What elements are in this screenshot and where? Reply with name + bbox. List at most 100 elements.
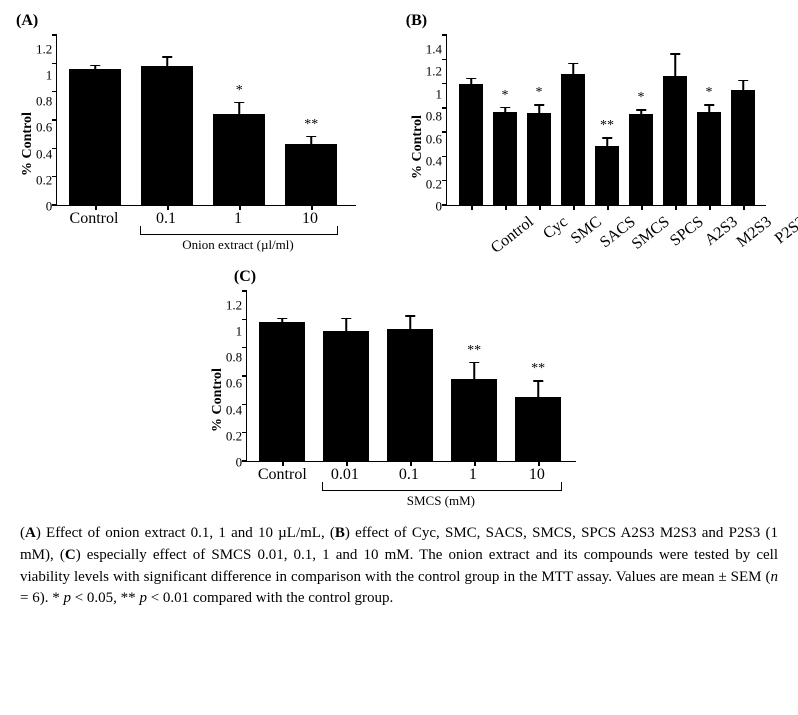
ytick-label: 1.2	[226, 299, 242, 312]
bar	[731, 90, 755, 205]
panel-a-inner: 1.210.80.60.40.20 *** Control0.1110Onion…	[36, 36, 356, 253]
ytick-label: 1	[236, 325, 243, 338]
error-bar	[345, 318, 347, 331]
bar-slot	[561, 35, 585, 205]
panel-a-ylabel: % Control	[16, 36, 36, 253]
panel-c-label: (C)	[234, 268, 592, 286]
error-bar	[742, 80, 744, 90]
ytick-label: 0.8	[426, 110, 442, 123]
bar	[451, 379, 497, 461]
panel-c-plot: ****	[246, 292, 576, 462]
error-bar	[409, 315, 411, 329]
ytick-label: 0	[236, 455, 243, 468]
bar	[213, 114, 265, 205]
bar	[141, 66, 193, 205]
panel-b-plot: ******	[446, 36, 766, 206]
bar-slot: *	[629, 35, 653, 205]
error-bar	[572, 63, 574, 74]
ytick-label: 0.4	[226, 403, 242, 416]
bar	[323, 331, 369, 461]
ytick-label: 0.6	[36, 121, 52, 134]
significance-marker: *	[536, 86, 543, 100]
ytick-label: 0.2	[426, 177, 442, 190]
ytick-label: 0.8	[226, 351, 242, 364]
bar	[69, 69, 121, 205]
xtick-label: 1	[212, 210, 264, 228]
xtick-label: 10	[514, 466, 560, 484]
bar-slot: *	[493, 35, 517, 205]
significance-marker: **	[600, 119, 614, 133]
bar-slot: **	[595, 35, 619, 205]
error-bar	[708, 104, 710, 111]
ytick-label: 0.2	[226, 429, 242, 442]
significance-marker: *	[638, 91, 645, 105]
bar	[663, 76, 687, 205]
bar	[259, 322, 305, 461]
panel-a-plot: ***	[56, 36, 356, 206]
panel-c-ylabel: % Control	[206, 292, 226, 509]
error-bar	[538, 104, 540, 113]
xtick-label: 1	[450, 466, 496, 484]
panel-b: (B) % Control 1.41.210.80.60.40.20 *****…	[406, 12, 782, 258]
bar-slot	[387, 291, 433, 461]
bar	[561, 74, 585, 205]
bar	[527, 113, 551, 205]
ytick-label: 0	[436, 199, 443, 212]
bar-slot: **	[515, 291, 561, 461]
error-bar	[606, 137, 608, 146]
xtick-label: 10	[284, 210, 336, 228]
bar-slot	[663, 35, 687, 205]
panel-b-inner: 1.41.210.80.60.40.20 ****** ControlCycSM…	[426, 36, 766, 258]
ytick-label: 1.2	[36, 43, 52, 56]
bar	[459, 84, 483, 205]
panel-b-label: (B)	[406, 12, 782, 30]
error-bar	[674, 53, 676, 76]
xtick-label: 0.01	[322, 466, 368, 484]
group-label: Onion extract (µl/ml)	[140, 237, 336, 253]
bar-slot: *	[527, 35, 551, 205]
bar	[515, 397, 561, 461]
xtick-label: Control	[258, 466, 304, 484]
error-bar	[537, 380, 539, 397]
panel-c-row: (C) % Control 1.2 1 0.8 0.6 0.4 0.2 0 **** Con…	[12, 268, 786, 509]
ytick-label: 0.4	[36, 147, 52, 160]
ytick-label: 0	[46, 199, 53, 212]
panel-b-xaxis: ControlCycSMCSACSSMCSSPCSA2S3M2S3P2S3	[426, 206, 766, 258]
significance-marker: **	[304, 118, 318, 132]
panel-c-inner: 1.2 1 0.8 0.6 0.4 0.2 0 **** Control 0.01 0.1 1 10…	[226, 292, 576, 509]
ytick-label: 1	[436, 87, 443, 100]
xtick-label: 0.1	[386, 466, 432, 484]
ytick-label: 0.4	[426, 155, 442, 168]
bar-slot	[731, 35, 755, 205]
bar-slot	[259, 291, 305, 461]
error-bar	[311, 136, 313, 145]
significance-marker: *	[502, 89, 509, 103]
xtick-label: Control	[68, 210, 120, 228]
panel-a-chart: % Control 1.210.80.60.40.20 *** Control0…	[16, 36, 372, 253]
ytick-label: 1.4	[426, 43, 442, 56]
group-label: SMCS (mM)	[322, 493, 560, 509]
ytick-label: 1.2	[426, 65, 442, 78]
ytick-label: 0.2	[36, 173, 52, 186]
bar-slot: **	[451, 291, 497, 461]
significance-marker: *	[236, 84, 243, 98]
bar	[493, 112, 517, 206]
panel-b-ylabel: % Control	[406, 36, 426, 258]
panel-a-yaxis: 1.210.80.60.40.20	[36, 36, 56, 206]
bar-slot	[141, 35, 193, 205]
xtick-label: 0.1	[140, 210, 192, 228]
ytick-label: 0.8	[36, 95, 52, 108]
panel-a: (A) % Control 1.210.80.60.40.20 *** Cont…	[16, 12, 372, 253]
error-bar	[473, 362, 475, 379]
bar-slot: *	[213, 35, 265, 205]
panel-c-xaxis: Control 0.01 0.1 1 10 SMCS (mM)	[226, 462, 576, 509]
bar-slot: **	[285, 35, 337, 205]
ytick-label: 1	[46, 69, 53, 82]
ytick-label: 0.6	[226, 377, 242, 390]
bar	[285, 144, 337, 205]
bar-slot	[69, 35, 121, 205]
bar	[595, 146, 619, 206]
error-bar	[167, 56, 169, 66]
top-row: (A) % Control 1.210.80.60.40.20 *** Cont…	[12, 12, 786, 258]
panel-a-label: (A)	[16, 12, 372, 30]
